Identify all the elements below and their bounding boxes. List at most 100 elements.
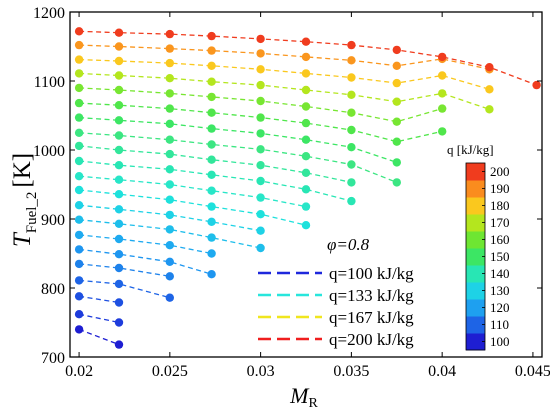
data-point — [207, 155, 216, 164]
data-point — [165, 29, 174, 39]
series-line — [79, 204, 261, 232]
series-q123 — [74, 215, 265, 253]
data-point — [74, 230, 84, 240]
data-point — [165, 74, 174, 83]
series-q139 — [74, 141, 356, 187]
data-point — [256, 96, 265, 106]
series-q136 — [74, 156, 356, 206]
legend-label: q=100 kJ/kg — [329, 264, 414, 283]
series-line — [79, 219, 261, 249]
series-line — [79, 234, 212, 255]
data-point — [256, 65, 265, 74]
data-point — [207, 108, 216, 117]
data-point — [207, 170, 216, 179]
series-q113 — [74, 259, 174, 281]
series-layer — [74, 27, 541, 349]
series-q146 — [74, 113, 401, 167]
series-q129 — [74, 185, 311, 230]
data-point — [114, 145, 124, 155]
colorbar-tick-label: 150 — [490, 249, 510, 264]
data-point — [114, 85, 124, 95]
data-point — [392, 97, 401, 106]
colorbar-tick-label: 160 — [490, 232, 510, 247]
x-tick-label: 0.04 — [428, 363, 456, 380]
series-line — [78, 328, 120, 346]
data-point — [74, 292, 84, 301]
series-q189 — [74, 40, 494, 74]
data-point — [438, 52, 447, 62]
data-point — [114, 175, 124, 184]
series-q150 — [74, 98, 447, 146]
y-axis-title-sub: Fuel_2 — [24, 192, 40, 234]
colorbar-tick-label: 120 — [490, 300, 510, 315]
data-point — [114, 131, 124, 140]
colorbar-band — [466, 316, 485, 334]
data-point — [114, 250, 124, 259]
legend-label: q=133 kJ/kg — [329, 286, 414, 305]
data-point — [347, 73, 356, 82]
data-point — [74, 141, 84, 151]
data-point — [74, 276, 84, 285]
data-point — [114, 71, 124, 80]
series-q200 — [74, 27, 541, 90]
colorbar-band — [466, 299, 485, 317]
data-point — [256, 80, 265, 90]
data-point — [74, 172, 84, 181]
colorbar-band — [466, 180, 485, 198]
data-point — [301, 102, 311, 111]
data-point — [165, 293, 174, 302]
data-point — [114, 298, 124, 307]
data-point — [347, 160, 356, 169]
data-point — [301, 69, 311, 78]
data-point — [301, 202, 311, 211]
phi-annotation: φ=0.8 — [327, 235, 370, 254]
series-line — [79, 132, 398, 184]
data-point — [165, 180, 174, 189]
x-tick-label: 0.035 — [333, 363, 369, 380]
data-point — [207, 186, 216, 195]
data-point — [256, 113, 265, 122]
data-point — [165, 135, 174, 144]
data-point — [347, 40, 356, 50]
colorbar-tick-label: 200 — [490, 164, 510, 179]
colorbar-band — [466, 333, 485, 351]
series-q100 — [74, 325, 124, 349]
x-axis-title-sub: R — [308, 396, 318, 411]
data-point — [114, 116, 124, 125]
colorbar-tick-label: 110 — [490, 317, 509, 332]
data-point — [74, 215, 84, 224]
data-point — [301, 118, 311, 128]
data-point — [114, 190, 124, 199]
series-q133 — [74, 172, 311, 211]
series-q109 — [74, 276, 174, 302]
data-point — [165, 257, 174, 266]
data-point — [114, 42, 124, 51]
colorbar-band — [466, 265, 485, 283]
series-q106 — [74, 292, 124, 307]
data-point — [74, 83, 84, 93]
data-point — [74, 128, 84, 137]
data-point — [301, 152, 311, 161]
data-point — [165, 272, 174, 281]
data-point — [301, 37, 311, 46]
data-point — [347, 108, 356, 117]
data-point — [74, 55, 84, 64]
data-point — [74, 201, 84, 210]
series-q119 — [74, 230, 216, 258]
data-point — [485, 105, 494, 114]
data-point — [347, 125, 356, 135]
data-point — [438, 104, 447, 113]
colorbar-tick-label: 180 — [490, 198, 510, 213]
series-line — [79, 263, 170, 277]
colorbar-title: q [kJ/kg] — [447, 142, 494, 157]
data-point — [165, 89, 174, 98]
data-point — [114, 205, 124, 214]
data-point — [392, 45, 401, 55]
plot-frame — [69, 11, 543, 358]
data-point — [347, 90, 356, 100]
colorbar-tick-label: 100 — [490, 334, 510, 349]
data-point — [256, 34, 265, 44]
data-point — [301, 221, 311, 230]
x-tick-label: 0.045 — [515, 363, 550, 380]
